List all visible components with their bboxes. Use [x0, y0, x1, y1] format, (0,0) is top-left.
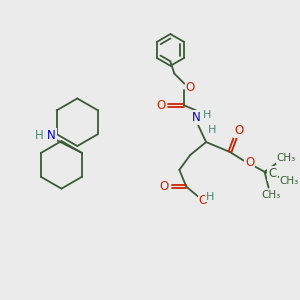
Text: H: H	[208, 125, 216, 135]
Text: O: O	[160, 180, 169, 193]
Text: CH₃: CH₃	[261, 190, 280, 200]
Text: O: O	[156, 99, 165, 112]
Text: H: H	[203, 110, 211, 120]
Text: H: H	[206, 192, 214, 202]
Text: CH₃: CH₃	[280, 176, 299, 186]
Text: N: N	[192, 111, 201, 124]
Text: O: O	[245, 156, 254, 170]
Text: C: C	[268, 167, 277, 180]
Text: N: N	[47, 129, 56, 142]
Text: O: O	[199, 194, 208, 207]
Text: O: O	[234, 124, 243, 137]
Text: CH₃: CH₃	[277, 153, 296, 163]
Text: O: O	[186, 81, 195, 94]
Text: H: H	[35, 129, 44, 142]
